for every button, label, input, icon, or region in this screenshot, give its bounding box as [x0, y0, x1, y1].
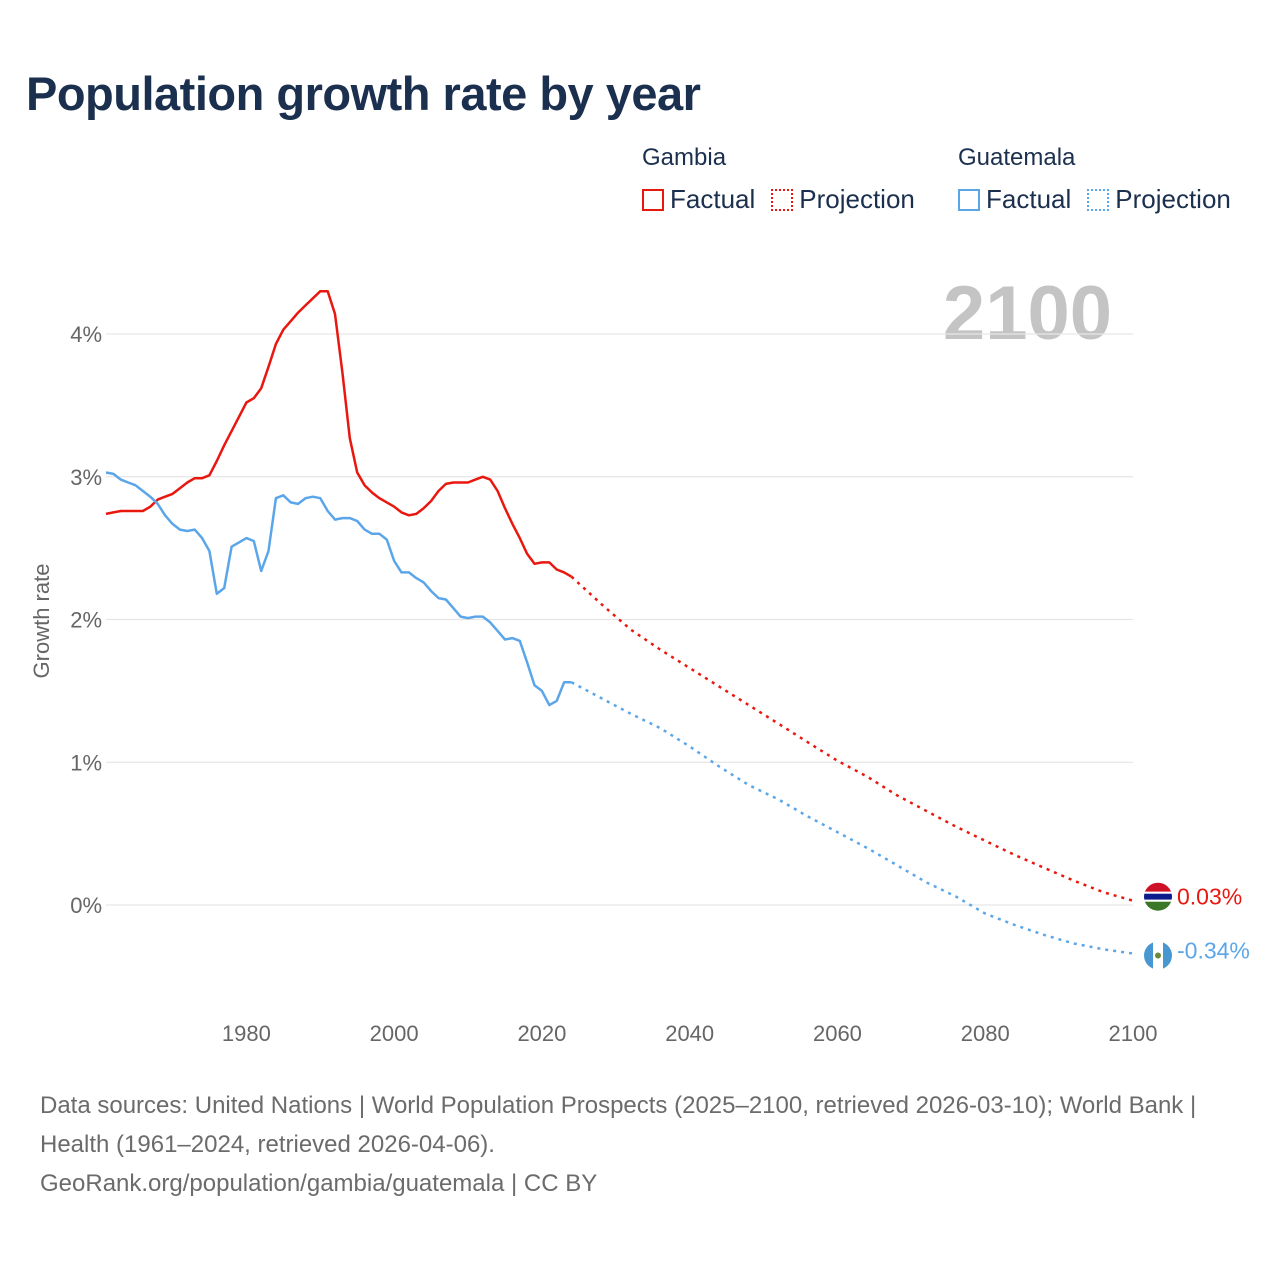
line-chart: 0%1%2%3%4% 1980 2000 2020 2040 2060 2080 2100 …	[70, 289, 1250, 1046]
x-tick-labels: 1980 2000 2020 2040 2060 2080 2100	[222, 1021, 1158, 1046]
legend-guatemala-factual-swatch	[958, 188, 980, 211]
legend-guatemala: Guatemala Factual Projection	[958, 144, 1231, 215]
series-line-gambia-projection	[570, 575, 1134, 902]
x-tick-label: 2100	[1109, 1021, 1158, 1046]
legend-guatemala-projection-label: Projection	[1115, 184, 1231, 214]
series-line-gambia-factual	[105, 289, 573, 578]
y-tick-label: 2%	[70, 608, 102, 633]
x-tick-label: 2080	[961, 1021, 1010, 1046]
legend-guatemala-factual[interactable]: Factual	[958, 184, 1071, 215]
x-tick-label: 2060	[813, 1021, 862, 1046]
legend-guatemala-factual-label: Factual	[986, 184, 1072, 214]
legend-gambia-projection[interactable]: Projection	[771, 184, 915, 215]
x-tick-label: 2020	[517, 1021, 566, 1046]
legend-gambia: Gambia Factual Projection	[642, 144, 915, 215]
chart-title: Population growth rate by year	[26, 67, 701, 120]
guatemala-flag-icon	[1144, 941, 1172, 970]
y-tick-label: 3%	[70, 465, 102, 490]
gambia-flag-icon	[1144, 882, 1172, 911]
legend-guatemala-projection-swatch	[1087, 188, 1110, 211]
legend-gambia-name: Gambia	[642, 144, 727, 171]
legend-gambia-factual-swatch	[642, 188, 664, 211]
legend-gambia-projection-swatch	[771, 188, 794, 211]
legend-gambia-factual[interactable]: Factual	[642, 184, 755, 215]
x-tick-label: 2040	[665, 1021, 714, 1046]
y-tick-label: 1%	[70, 750, 102, 775]
gambia-end-value-label: 0.03%	[1177, 884, 1242, 910]
legend-gambia-projection-label: Projection	[799, 184, 915, 214]
y-tick-labels: 0% 1% 2% 3% 4%	[70, 322, 102, 918]
y-tick-label: 0%	[70, 893, 102, 918]
legend-guatemala-name: Guatemala	[958, 144, 1076, 171]
legend-guatemala-projection[interactable]: Projection	[1087, 184, 1231, 215]
series-lines	[105, 289, 1134, 955]
guatemala-end-value-label: -0.34%	[1177, 938, 1250, 964]
footer-credit[interactable]: GeoRank.org/population/gambia/guatemala …	[40, 1170, 598, 1197]
y-tick-label: 4%	[70, 322, 102, 347]
gridlines	[106, 333, 1133, 906]
footer: Data sources: United Nations | World Pop…	[40, 1086, 1240, 1203]
x-tick-label: 2000	[370, 1021, 419, 1046]
series-line-guatemala-projection	[570, 681, 1134, 955]
current-year-label: 2100	[942, 271, 1112, 356]
x-tick-label: 1980	[222, 1021, 271, 1046]
footer-sources: Data sources: United Nations | World Pop…	[40, 1092, 1197, 1158]
legend-gambia-factual-label: Factual	[670, 184, 756, 214]
end-markers: 0.03% -0.34%	[1144, 882, 1250, 970]
series-line-guatemala-factual	[105, 471, 572, 707]
